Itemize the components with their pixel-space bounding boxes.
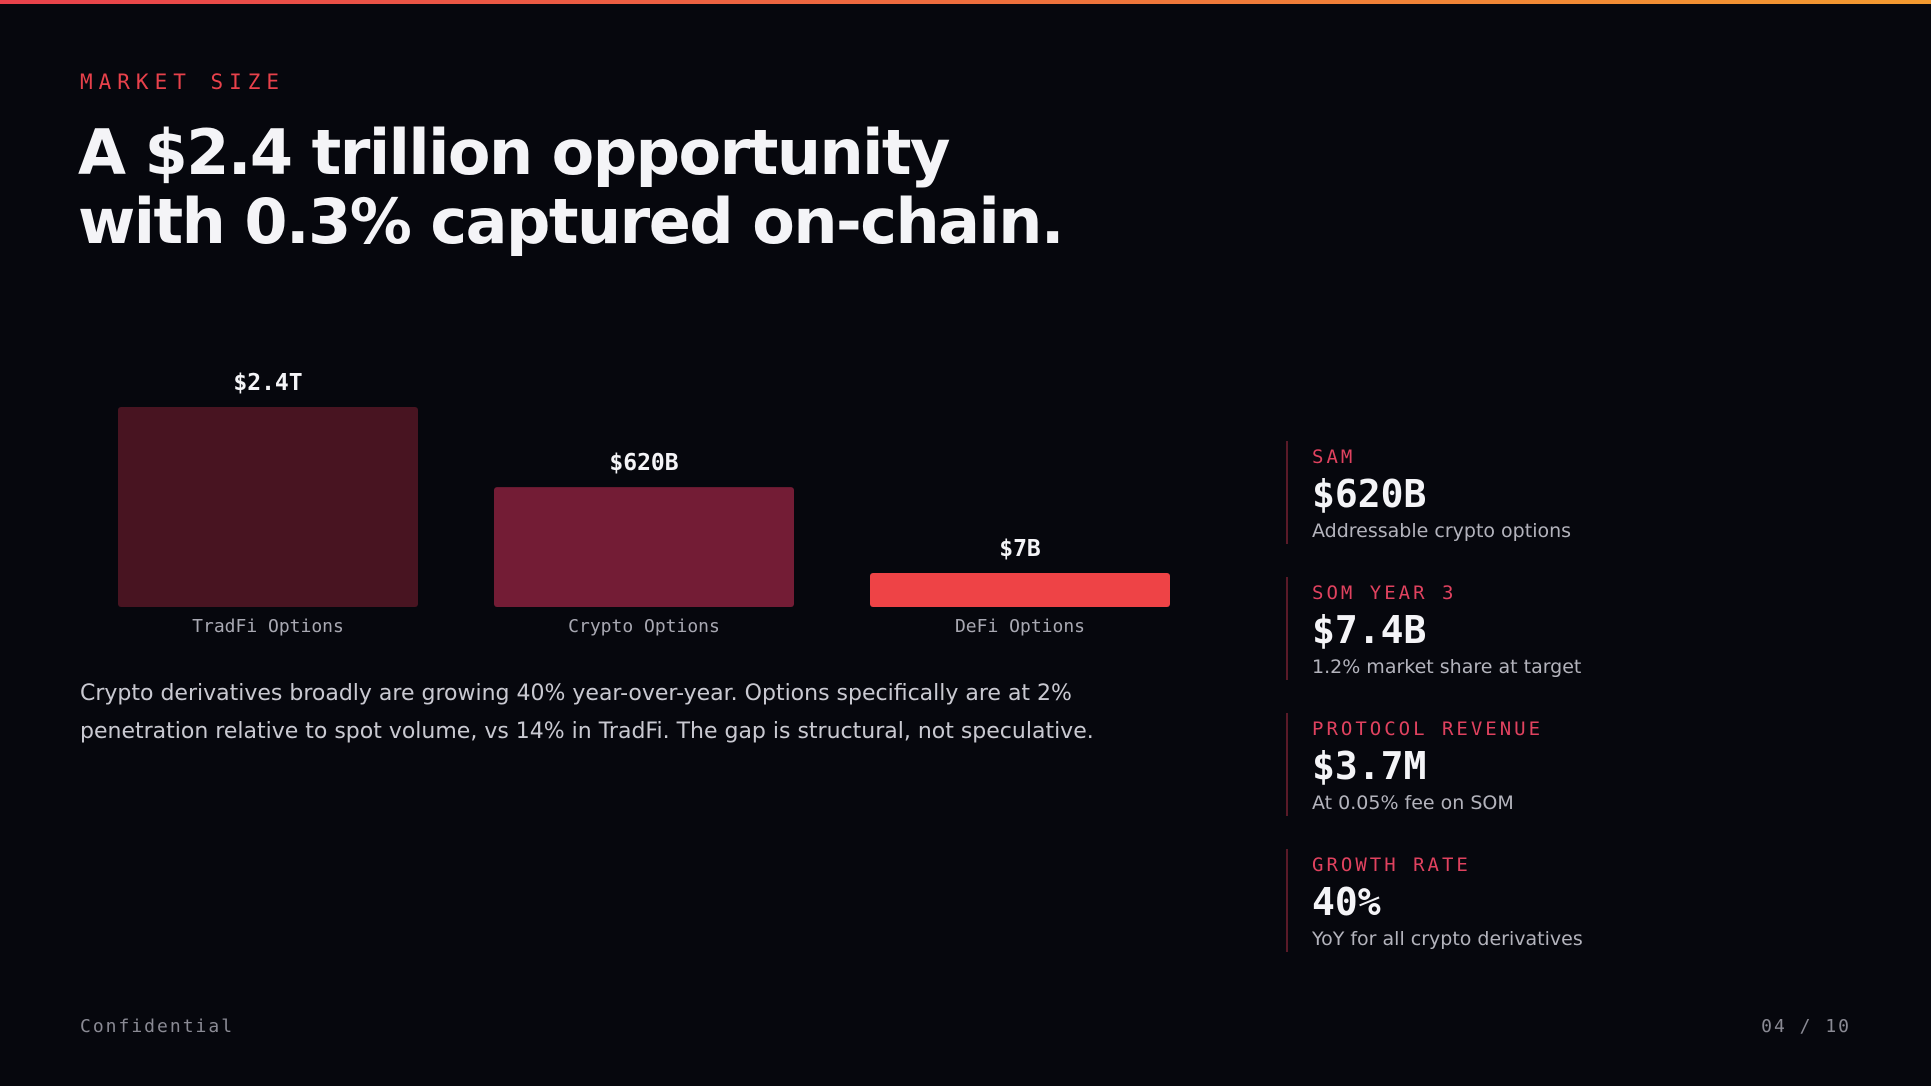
stat-sam: SAM $620B Addressable crypto options <box>1286 441 1846 544</box>
stat-description: YoY for all crypto derivatives <box>1312 928 1583 950</box>
bar-value-label: $7B <box>999 536 1041 562</box>
stat-value: $7.4B <box>1312 608 1427 652</box>
bar-category-label: TradFi Options <box>192 616 344 637</box>
stat-label: GROWTH RATE <box>1312 854 1471 876</box>
body-paragraph: Crypto derivatives broadly are growing 4… <box>80 681 1094 744</box>
bar-value-label: $2.4T <box>233 370 302 396</box>
stat-som-year-3: SOM YEAR 3 $7.4B 1.2% market share at ta… <box>1286 577 1846 680</box>
stat-description: Addressable crypto options <box>1312 520 1572 542</box>
section-eyebrow: MARKET SIZE <box>80 70 286 94</box>
top-accent-bar <box>0 0 1931 4</box>
stat-value: 40% <box>1312 880 1381 924</box>
stat-label: SOM YEAR 3 <box>1312 582 1457 604</box>
stat-label: SAM <box>1312 446 1356 468</box>
market-size-bar-chart: $2.4T TradFi Options $620B Crypto Options $7… <box>118 370 1170 637</box>
stats-panel: SAM $620B Addressable crypto options SOM… <box>1286 441 1846 985</box>
page-title-line-2: with 0.3% captured on-chain. <box>78 185 1064 258</box>
page-title-line-1: A $2.4 trillion opportunity <box>78 116 950 189</box>
stat-growth-rate: GROWTH RATE 40% YoY for all crypto deriv… <box>1286 849 1846 952</box>
bar-value-label: $620B <box>609 450 678 476</box>
footer-confidential: Confidential <box>80 1016 235 1037</box>
stat-description: 1.2% market share at target <box>1312 656 1582 678</box>
stat-value: $3.7M <box>1312 744 1427 788</box>
page-number: 04 / 10 <box>1761 1016 1851 1037</box>
stat-value: $620B <box>1312 472 1427 516</box>
bar-category-label: Crypto Options <box>568 616 720 637</box>
bar-crypto-options <box>494 487 794 607</box>
stat-protocol-revenue: PROTOCOL REVENUE $3.7M At 0.05% fee on S… <box>1286 713 1846 816</box>
bar-defi-options <box>870 573 1170 607</box>
stat-label: PROTOCOL REVENUE <box>1312 718 1544 740</box>
page-title: A $2.4 trillion opportunity with 0.3% ca… <box>78 118 1278 256</box>
bar-tradfi-options <box>118 407 418 607</box>
stat-description: At 0.05% fee on SOM <box>1312 792 1514 814</box>
bar-category-label: DeFi Options <box>955 616 1085 637</box>
